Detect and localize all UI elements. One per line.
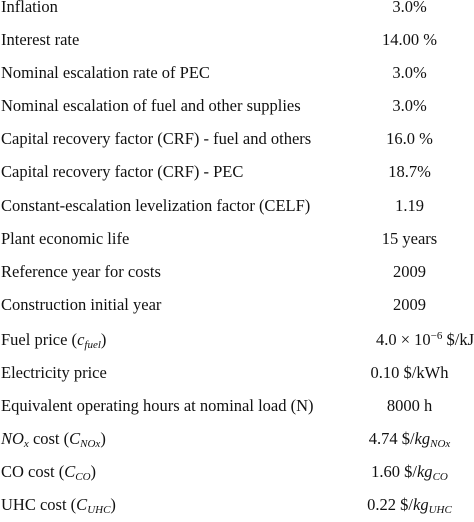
value-unit: $/kJ — [442, 330, 474, 350]
value-cell: 3.0% — [392, 63, 427, 83]
parameter-cell: Reference year for costs — [1, 262, 161, 282]
value-cell: 4.0 × 10−6 $/kJ — [345, 330, 474, 350]
parameter-close: ) — [100, 330, 107, 350]
parameter-cell: NOx cost (CNOx) — [0, 429, 345, 451]
parameter-cell: Capital recovery factor (CRF) - fuel and… — [1, 129, 312, 149]
value-cell: 16.0 % — [386, 129, 433, 149]
value-prefix: 1.60 $/ — [371, 462, 417, 482]
parameter-subscript-2: NOx — [80, 438, 101, 451]
parameter-subscript: UHC — [87, 504, 111, 517]
table-row: CO cost (CCO) 1.60 $/kgCO — [0, 456, 474, 489]
parameter-cell: Plant economic life — [1, 229, 130, 249]
parameter-cell: Electricity price — [1, 363, 107, 383]
table-row: NOx cost (CNOx) 4.74 $/kgNOx — [0, 423, 474, 456]
value-unit: kg — [416, 462, 433, 482]
value-cell: 0.10 $/kWh — [370, 363, 449, 383]
table-row: Electricity price 0.10 $/kWh — [0, 357, 474, 390]
value-prefix: 4.0 × 10 — [375, 330, 431, 350]
table-row: Plant economic life 15 years — [0, 223, 474, 256]
parameter-close: ) — [100, 429, 106, 449]
parameter-cell: Inflation — [1, 0, 58, 17]
parameter-cell: Construction initial year — [1, 295, 162, 315]
parameter-close: ) — [90, 462, 97, 482]
value-cell: 0.22 $/kgUHC — [345, 495, 474, 517]
value-cell: 2009 — [393, 295, 426, 315]
value-subscript: NOx — [430, 438, 451, 451]
parameter-cell: Constant-escalation levelization factor … — [1, 196, 311, 216]
value-cell: 2009 — [393, 262, 426, 282]
value-cell: 1.19 — [395, 196, 424, 216]
value-cell: 4.74 $/kgNOx — [345, 429, 474, 451]
parameter-text: UHC cost ( — [1, 495, 77, 515]
table-row: Equivalent operating hours at nominal lo… — [0, 390, 474, 423]
value-prefix: 0.22 $/ — [367, 495, 414, 515]
parameter-symbol: c — [77, 330, 85, 350]
table-row: Capital recovery factor (CRF) - PEC 18.7… — [0, 156, 474, 189]
table-row: Nominal escalation rate of PEC 3.0% — [0, 57, 474, 90]
parameter-cell: Interest rate — [1, 30, 80, 50]
value-cell: 14.00 % — [382, 30, 437, 50]
parameter-close: ) — [110, 495, 116, 515]
table-row: Fuel price (cfuel) 4.0 × 10−6 $/kJ — [0, 324, 474, 357]
parameter-cell: Equivalent operating hours at nominal lo… — [1, 396, 314, 416]
parameter-subscript: x — [23, 438, 29, 451]
value-subscript: CO — [432, 471, 448, 484]
parameter-text: CO cost ( — [1, 462, 65, 482]
value-subscript: UHC — [428, 504, 452, 517]
parameter-cell: Nominal escalation of fuel and other sup… — [1, 96, 301, 116]
table-row: UHC cost (CUHC) 0.22 $/kgUHC — [0, 489, 474, 522]
table-row: Reference year for costs 2009 — [0, 256, 474, 289]
value-cell: 3.0% — [392, 0, 427, 17]
value-cell: 1.60 $/kgCO — [345, 462, 474, 484]
value-prefix: 4.74 $/ — [368, 429, 415, 449]
value-cell: 15 years — [381, 229, 438, 249]
parameter-cell: UHC cost (CUHC) — [0, 495, 345, 517]
table-row: Construction initial year 2009 — [0, 289, 474, 322]
value-cell: 3.0% — [392, 96, 427, 116]
parameter-subscript: CO — [75, 471, 91, 484]
table-row: Constant-escalation levelization factor … — [0, 190, 474, 223]
table-row: Inflation 3.0% — [0, 0, 474, 24]
parameter-text: Fuel price ( — [1, 330, 78, 350]
parameter-symbol-2: C — [69, 429, 81, 449]
parameter-cell: Capital recovery factor (CRF) - PEC — [1, 162, 244, 182]
table-row: Nominal escalation of fuel and other sup… — [0, 90, 474, 123]
value-exponent: −6 — [430, 330, 443, 343]
parameter-symbol: C — [64, 462, 76, 482]
parameter-cell: Fuel price (cfuel) — [0, 330, 345, 352]
value-unit: kg — [414, 429, 431, 449]
parameter-text: cost ( — [28, 429, 70, 449]
parameter-cell: Nominal escalation rate of PEC — [1, 63, 210, 83]
value-cell: 18.7% — [388, 162, 431, 182]
parameter-subscript: fuel — [84, 339, 101, 352]
parameter-symbol: C — [76, 495, 88, 515]
table-row: Capital recovery factor (CRF) - fuel and… — [0, 123, 474, 156]
value-unit: kg — [413, 495, 429, 515]
table-row: Interest rate 14.00 % — [0, 24, 474, 57]
parameter-cell: CO cost (CCO) — [0, 462, 345, 484]
parameter-symbol: NO — [1, 429, 24, 449]
value-cell: 8000 h — [386, 396, 433, 416]
